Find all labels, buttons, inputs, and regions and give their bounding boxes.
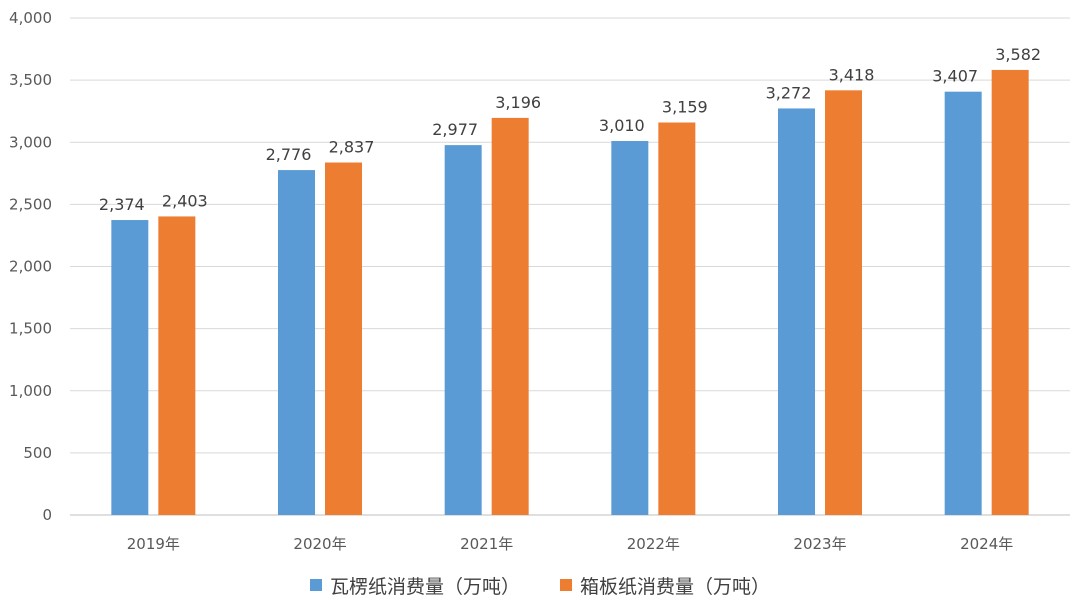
- bar-series-2: [658, 122, 696, 515]
- legend: 瓦楞纸消费量（万吨） 箱板纸消费量（万吨）: [0, 570, 1080, 600]
- legend-swatch-series-1: [309, 579, 322, 591]
- x-tick-label: 2022年: [627, 535, 680, 553]
- y-tick-label: 3,500: [9, 71, 52, 89]
- legend-item-series-2: 箱板纸消费量（万吨）: [560, 572, 770, 599]
- data-label-series-1: 3,010: [599, 116, 645, 135]
- data-label-series-2: 3,159: [662, 97, 708, 116]
- y-tick-label: 500: [23, 444, 52, 462]
- y-tick-label: 0: [42, 506, 52, 524]
- bar-series-2: [325, 162, 362, 515]
- x-tick-label: 2024年: [960, 535, 1013, 553]
- data-label-series-1: 2,776: [266, 145, 312, 164]
- legend-label-series-2: 箱板纸消费量（万吨）: [580, 575, 771, 598]
- data-label-series-1: 2,977: [432, 120, 478, 139]
- x-tick-label: 2021年: [460, 535, 513, 553]
- y-tick-label: 2,500: [9, 195, 52, 213]
- y-tick-label: 4,000: [9, 9, 52, 27]
- legend-item-series-1: 瓦楞纸消费量（万吨）: [309, 572, 520, 599]
- bars: 2,374 2,403 2,776 2,837 2,977 3,196 3,010 3,159…: [99, 45, 1041, 516]
- y-tick-label: 2,000: [9, 258, 52, 276]
- y-tick-label: 1,000: [9, 382, 52, 400]
- gridlines: [70, 17, 1070, 516]
- bar-chart: 05001,0001,5002,0002,5003,0003,5004,000 …: [9, 9, 1070, 553]
- x-tick-label: 2019年: [127, 535, 180, 553]
- data-label-series-1: 3,272: [766, 83, 812, 102]
- y-tick-label: 3,000: [9, 133, 52, 151]
- x-tick-label: 2020年: [293, 535, 346, 553]
- y-axis: 0 500 1,000 1,500 2,000 2,500 3,000 3,500 4,000: [9, 9, 52, 524]
- data-label-series-2: 3,418: [829, 65, 875, 84]
- y-tick-label: 1,500: [9, 320, 52, 338]
- bar-series-1: [111, 220, 149, 515]
- data-label-series-2: 2,403: [162, 191, 208, 210]
- data-label-series-2: 2,837: [329, 138, 375, 157]
- bar-series-2: [991, 69, 1029, 516]
- data-label-series-1: 3,407: [932, 67, 978, 86]
- legend-swatch-series-2: [560, 579, 572, 591]
- x-axis: 2019年 2020年 2021年 2022年 2023年 2024年: [127, 535, 1014, 553]
- bar-series-1: [444, 145, 482, 515]
- bar-series-1: [944, 91, 982, 516]
- data-label-series-1: 2,374: [99, 195, 145, 214]
- bar-series-1: [278, 170, 315, 515]
- bar-series-2: [491, 117, 529, 515]
- bar-series-2: [825, 90, 862, 515]
- data-label-series-2: 3,582: [995, 45, 1041, 64]
- x-tick-label: 2023年: [793, 535, 846, 553]
- bar-series-1: [611, 141, 649, 515]
- bar-series-1: [778, 108, 815, 515]
- legend-label-series-1: 瓦楞纸消费量（万吨）: [329, 575, 520, 598]
- bar-series-2: [158, 216, 196, 515]
- data-label-series-2: 3,196: [495, 93, 541, 112]
